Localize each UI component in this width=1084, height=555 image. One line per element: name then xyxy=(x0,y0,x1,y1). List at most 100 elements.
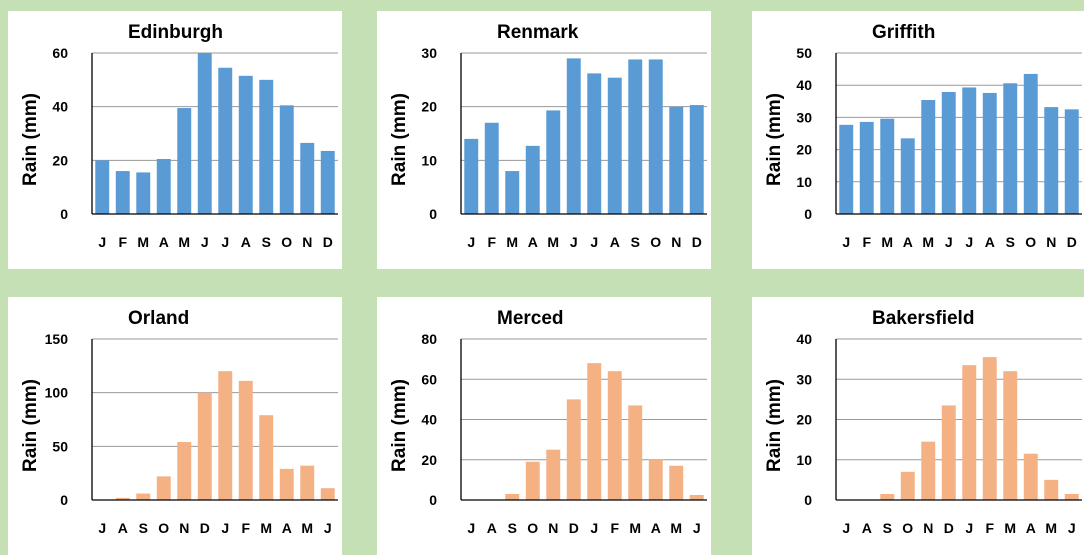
x-tick-label: S xyxy=(139,520,148,536)
bar-bakersfield-7 xyxy=(982,357,997,500)
bar-orland-11 xyxy=(320,488,335,500)
x-tick-label: A xyxy=(241,234,251,250)
chart-title: Bakersfield xyxy=(872,308,974,329)
x-tick-label: A xyxy=(282,520,292,536)
x-tick-label: F xyxy=(118,234,127,250)
bar-bakersfield-2 xyxy=(880,493,895,500)
bar-edinburgh-4 xyxy=(177,108,192,214)
bar-renmark-2 xyxy=(505,171,520,214)
x-tick-label: J xyxy=(324,520,332,536)
bar-edinburgh-3 xyxy=(156,158,171,214)
y-tick-label: 40 xyxy=(421,412,437,428)
y-tick-label: 0 xyxy=(429,492,437,508)
chart-panel-orland: 0 50 100 150 J A S O N D J F M A M J Orland Rain (mm) xyxy=(8,297,342,555)
y-tick-label: 100 xyxy=(45,385,69,401)
y-tick-label: 30 xyxy=(796,109,812,125)
x-tick-label: S xyxy=(631,234,640,250)
x-tick-label: D xyxy=(200,520,210,536)
bar-griffith-9 xyxy=(1023,73,1038,215)
bar-renmark-6 xyxy=(587,73,602,214)
x-tick-label: D xyxy=(692,234,702,250)
chart-panel-merced: 0 20 40 60 80 J A S O N D J F M A M J Merced Rain (mm) xyxy=(377,297,711,555)
y-axis-label: Rain (mm) xyxy=(764,379,785,472)
x-tick-label: N xyxy=(179,520,189,536)
y-tick-label: 20 xyxy=(52,152,68,168)
x-tick-label: O xyxy=(527,520,538,536)
x-tick-label: N xyxy=(671,234,681,250)
bar-renmark-0 xyxy=(464,138,479,214)
x-tick-label: S xyxy=(1006,234,1015,250)
bar-edinburgh-0 xyxy=(95,160,110,214)
y-tick-label: 10 xyxy=(796,452,812,468)
chart-panel-edinburgh: 0 20 40 60 J F M A M J J A S O N D Edinburgh Rain (mm) xyxy=(8,11,342,269)
bar-edinburgh-10 xyxy=(300,142,315,214)
y-tick-label: 20 xyxy=(421,99,437,115)
y-axis-label: Rain (mm) xyxy=(389,93,410,186)
chart-panel-griffith: 0 10 20 30 40 50 J F M A M J J A S O N D Griffith Rain (mm) xyxy=(752,11,1084,269)
bar-edinburgh-11 xyxy=(320,150,335,214)
x-tick-label: M xyxy=(137,234,149,250)
x-tick-label: J xyxy=(221,234,229,250)
x-tick-label: F xyxy=(487,234,496,250)
y-tick-label: 20 xyxy=(796,412,812,428)
x-tick-label: A xyxy=(903,234,913,250)
bar-edinburgh-1 xyxy=(115,171,130,214)
bar-orland-2 xyxy=(136,493,151,500)
bar-orland-4 xyxy=(177,442,192,500)
bar-merced-4 xyxy=(546,449,561,500)
bar-edinburgh-8 xyxy=(259,79,274,214)
bar-edinburgh-9 xyxy=(279,105,294,214)
x-tick-label: A xyxy=(487,520,497,536)
bar-griffith-6 xyxy=(962,87,977,214)
chart-title: Merced xyxy=(497,308,564,329)
x-tick-label: M xyxy=(301,520,313,536)
bar-merced-11 xyxy=(689,494,704,500)
x-tick-label: M xyxy=(1004,520,1016,536)
bar-bakersfield-10 xyxy=(1044,479,1059,500)
y-tick-label: 10 xyxy=(421,152,437,168)
x-tick-label: M xyxy=(547,234,559,250)
x-tick-label: J xyxy=(590,234,598,250)
y-tick-label: 20 xyxy=(421,452,437,468)
x-tick-label: F xyxy=(610,520,619,536)
x-tick-label: A xyxy=(159,234,169,250)
x-tick-label: J xyxy=(965,234,973,250)
x-tick-label: M xyxy=(1045,520,1057,536)
bar-griffith-5 xyxy=(941,91,956,214)
y-tick-label: 80 xyxy=(421,331,437,347)
bar-edinburgh-2 xyxy=(136,172,151,214)
y-tick-label: 50 xyxy=(52,438,68,454)
y-tick-label: 60 xyxy=(52,45,68,61)
bar-renmark-7 xyxy=(607,77,622,214)
x-tick-label: O xyxy=(650,234,661,250)
bar-orland-8 xyxy=(259,415,274,500)
x-tick-label: A xyxy=(118,520,128,536)
x-tick-label: J xyxy=(945,234,953,250)
y-tick-label: 40 xyxy=(52,99,68,115)
bar-renmark-11 xyxy=(689,105,704,214)
x-tick-label: A xyxy=(610,234,620,250)
bar-bakersfield-8 xyxy=(1003,371,1018,500)
bar-orland-7 xyxy=(238,380,253,500)
bar-bakersfield-11 xyxy=(1064,493,1079,500)
x-tick-label: A xyxy=(528,234,538,250)
x-tick-label: J xyxy=(965,520,973,536)
x-tick-label: O xyxy=(158,520,169,536)
bar-renmark-9 xyxy=(648,59,663,214)
bar-griffith-3 xyxy=(900,138,915,214)
x-tick-label: M xyxy=(178,234,190,250)
y-tick-label: 30 xyxy=(796,371,812,387)
bar-merced-9 xyxy=(648,459,663,500)
x-tick-label: J xyxy=(201,234,209,250)
x-tick-label: M xyxy=(881,234,893,250)
chart-title: Edinburgh xyxy=(128,22,223,43)
x-tick-label: N xyxy=(1046,234,1056,250)
y-tick-label: 0 xyxy=(804,492,812,508)
bar-merced-8 xyxy=(628,405,643,500)
bar-griffith-1 xyxy=(859,121,874,214)
x-tick-label: A xyxy=(651,520,661,536)
